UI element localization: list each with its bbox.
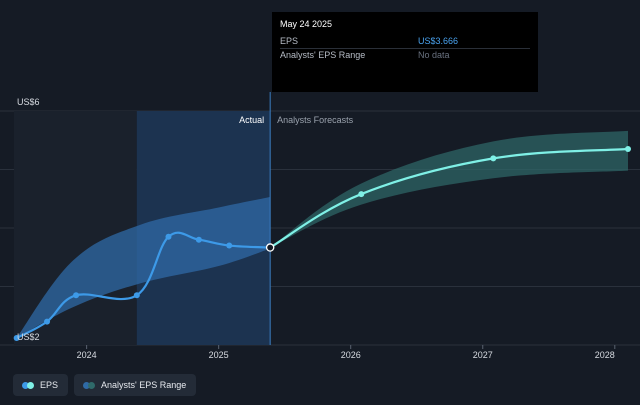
eps-current-point [265,243,275,252]
x-tick-label: 2028 [595,350,615,360]
forecast-section-label: Analysts Forecasts [277,115,354,125]
x-tick-label: 2024 [77,350,97,360]
x-tick-label: 2026 [341,350,361,360]
x-tick-label: 2025 [209,350,229,360]
legend-dot [83,381,91,389]
legend-dot [88,381,96,389]
eps-data-point [13,334,20,341]
tooltip-date: May 24 2025 [280,19,333,29]
actual-section-label: Actual [239,115,264,125]
range-bands [16,130,628,338]
eps-data-point [490,155,497,162]
tooltip-eps-label: EPS [280,36,299,46]
legend-dot [22,381,29,389]
tooltip-row-range: Analysts' EPS Range No data [280,49,530,62]
tooltip-range-label: Analysts' EPS Range [280,50,366,60]
legend-dot [27,381,34,389]
chart-legend: EPS Analysts' EPS Range [13,374,197,396]
y-tick-label: US$6 [17,97,40,107]
eps-data-point [358,191,365,198]
eps-forecast-line [269,147,629,249]
tooltip-row-eps: EPS US$3.666 [280,35,530,49]
hover-tooltip: May 24 2025 EPS US$3.666 Analysts' EPS R… [272,12,538,92]
legend-item-range[interactable]: Analysts' EPS Range [74,374,197,396]
legend-item-eps[interactable]: EPS [13,374,69,396]
series-lines [16,147,629,339]
eps-actual-line [16,231,271,339]
x-axis-ticks: 2024 2025 2026 2027 2028 [77,345,616,360]
eps-range-band-forecast [270,130,628,248]
eps-dots-icon [22,381,34,389]
y-tick-label: US$2 [17,332,40,342]
eps-data-point [226,242,233,249]
tooltip-eps-value: US$3.666 [418,36,459,46]
eps-range-band-past [16,196,271,338]
range-dots-icon [83,381,96,389]
eps-chart: Actual Analysts Forecasts US$6US$2 2024 2… [0,92,640,360]
series-points [13,146,631,341]
legend-eps-label: EPS [40,380,59,390]
y-axis-ticks: US$6 US$2 [17,97,40,342]
eps-data-point [625,146,631,153]
eps-data-point [133,292,140,299]
eps-data-point [73,292,80,299]
eps-data-point [44,318,51,325]
tooltip-range-value: No data [418,50,450,60]
eps-data-point [195,236,202,243]
eps-data-point [165,233,172,240]
legend-range-label: Analysts' EPS Range [101,380,187,390]
x-tick-label: 2027 [473,350,493,360]
past-period-shade [14,111,137,345]
